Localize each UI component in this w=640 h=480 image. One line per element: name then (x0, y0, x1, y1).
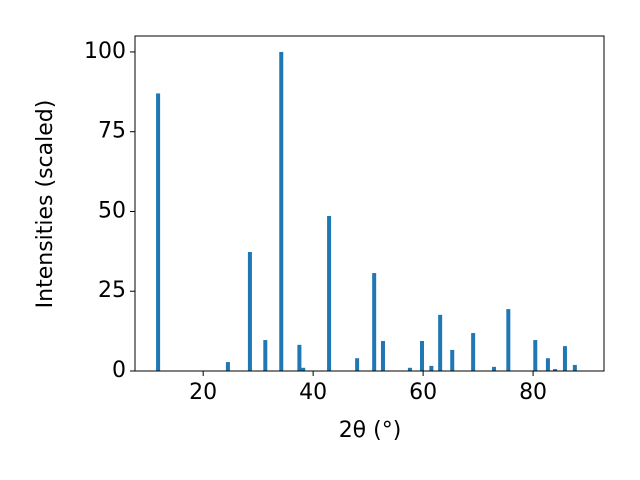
bar (420, 341, 425, 371)
bar (301, 367, 306, 371)
bar (438, 314, 443, 371)
bar (450, 349, 455, 371)
bar (247, 251, 252, 371)
bar (380, 341, 385, 371)
bar (156, 93, 161, 371)
plot-frame (134, 35, 605, 372)
x-tick-label: 40 (299, 380, 327, 405)
bar (263, 340, 268, 371)
bar (225, 362, 230, 371)
y-tick-label: 50 (98, 198, 126, 223)
x-tick-label: 80 (519, 380, 547, 405)
x-tick-label: 20 (189, 380, 217, 405)
bar (279, 51, 284, 371)
x-tick-label: 60 (409, 380, 437, 405)
bar (553, 369, 558, 371)
y-tick-label: 0 (112, 358, 126, 383)
bar (372, 273, 377, 371)
bar (572, 364, 577, 371)
bar (429, 365, 434, 371)
bar (533, 340, 538, 371)
bar (562, 346, 567, 371)
bar (506, 309, 511, 371)
y-tick-label: 25 (98, 278, 126, 303)
y-tick-label: 100 (84, 39, 126, 64)
x-axis-label: 2θ (°) (339, 418, 402, 443)
bar (545, 358, 550, 371)
y-tick-label: 75 (98, 119, 126, 144)
bar (492, 366, 497, 371)
bar (471, 333, 476, 371)
bar (355, 358, 360, 371)
bar (407, 367, 412, 371)
bar (327, 215, 332, 371)
bar (297, 344, 302, 371)
y-axis-label: Intensities (scaled) (33, 100, 58, 309)
